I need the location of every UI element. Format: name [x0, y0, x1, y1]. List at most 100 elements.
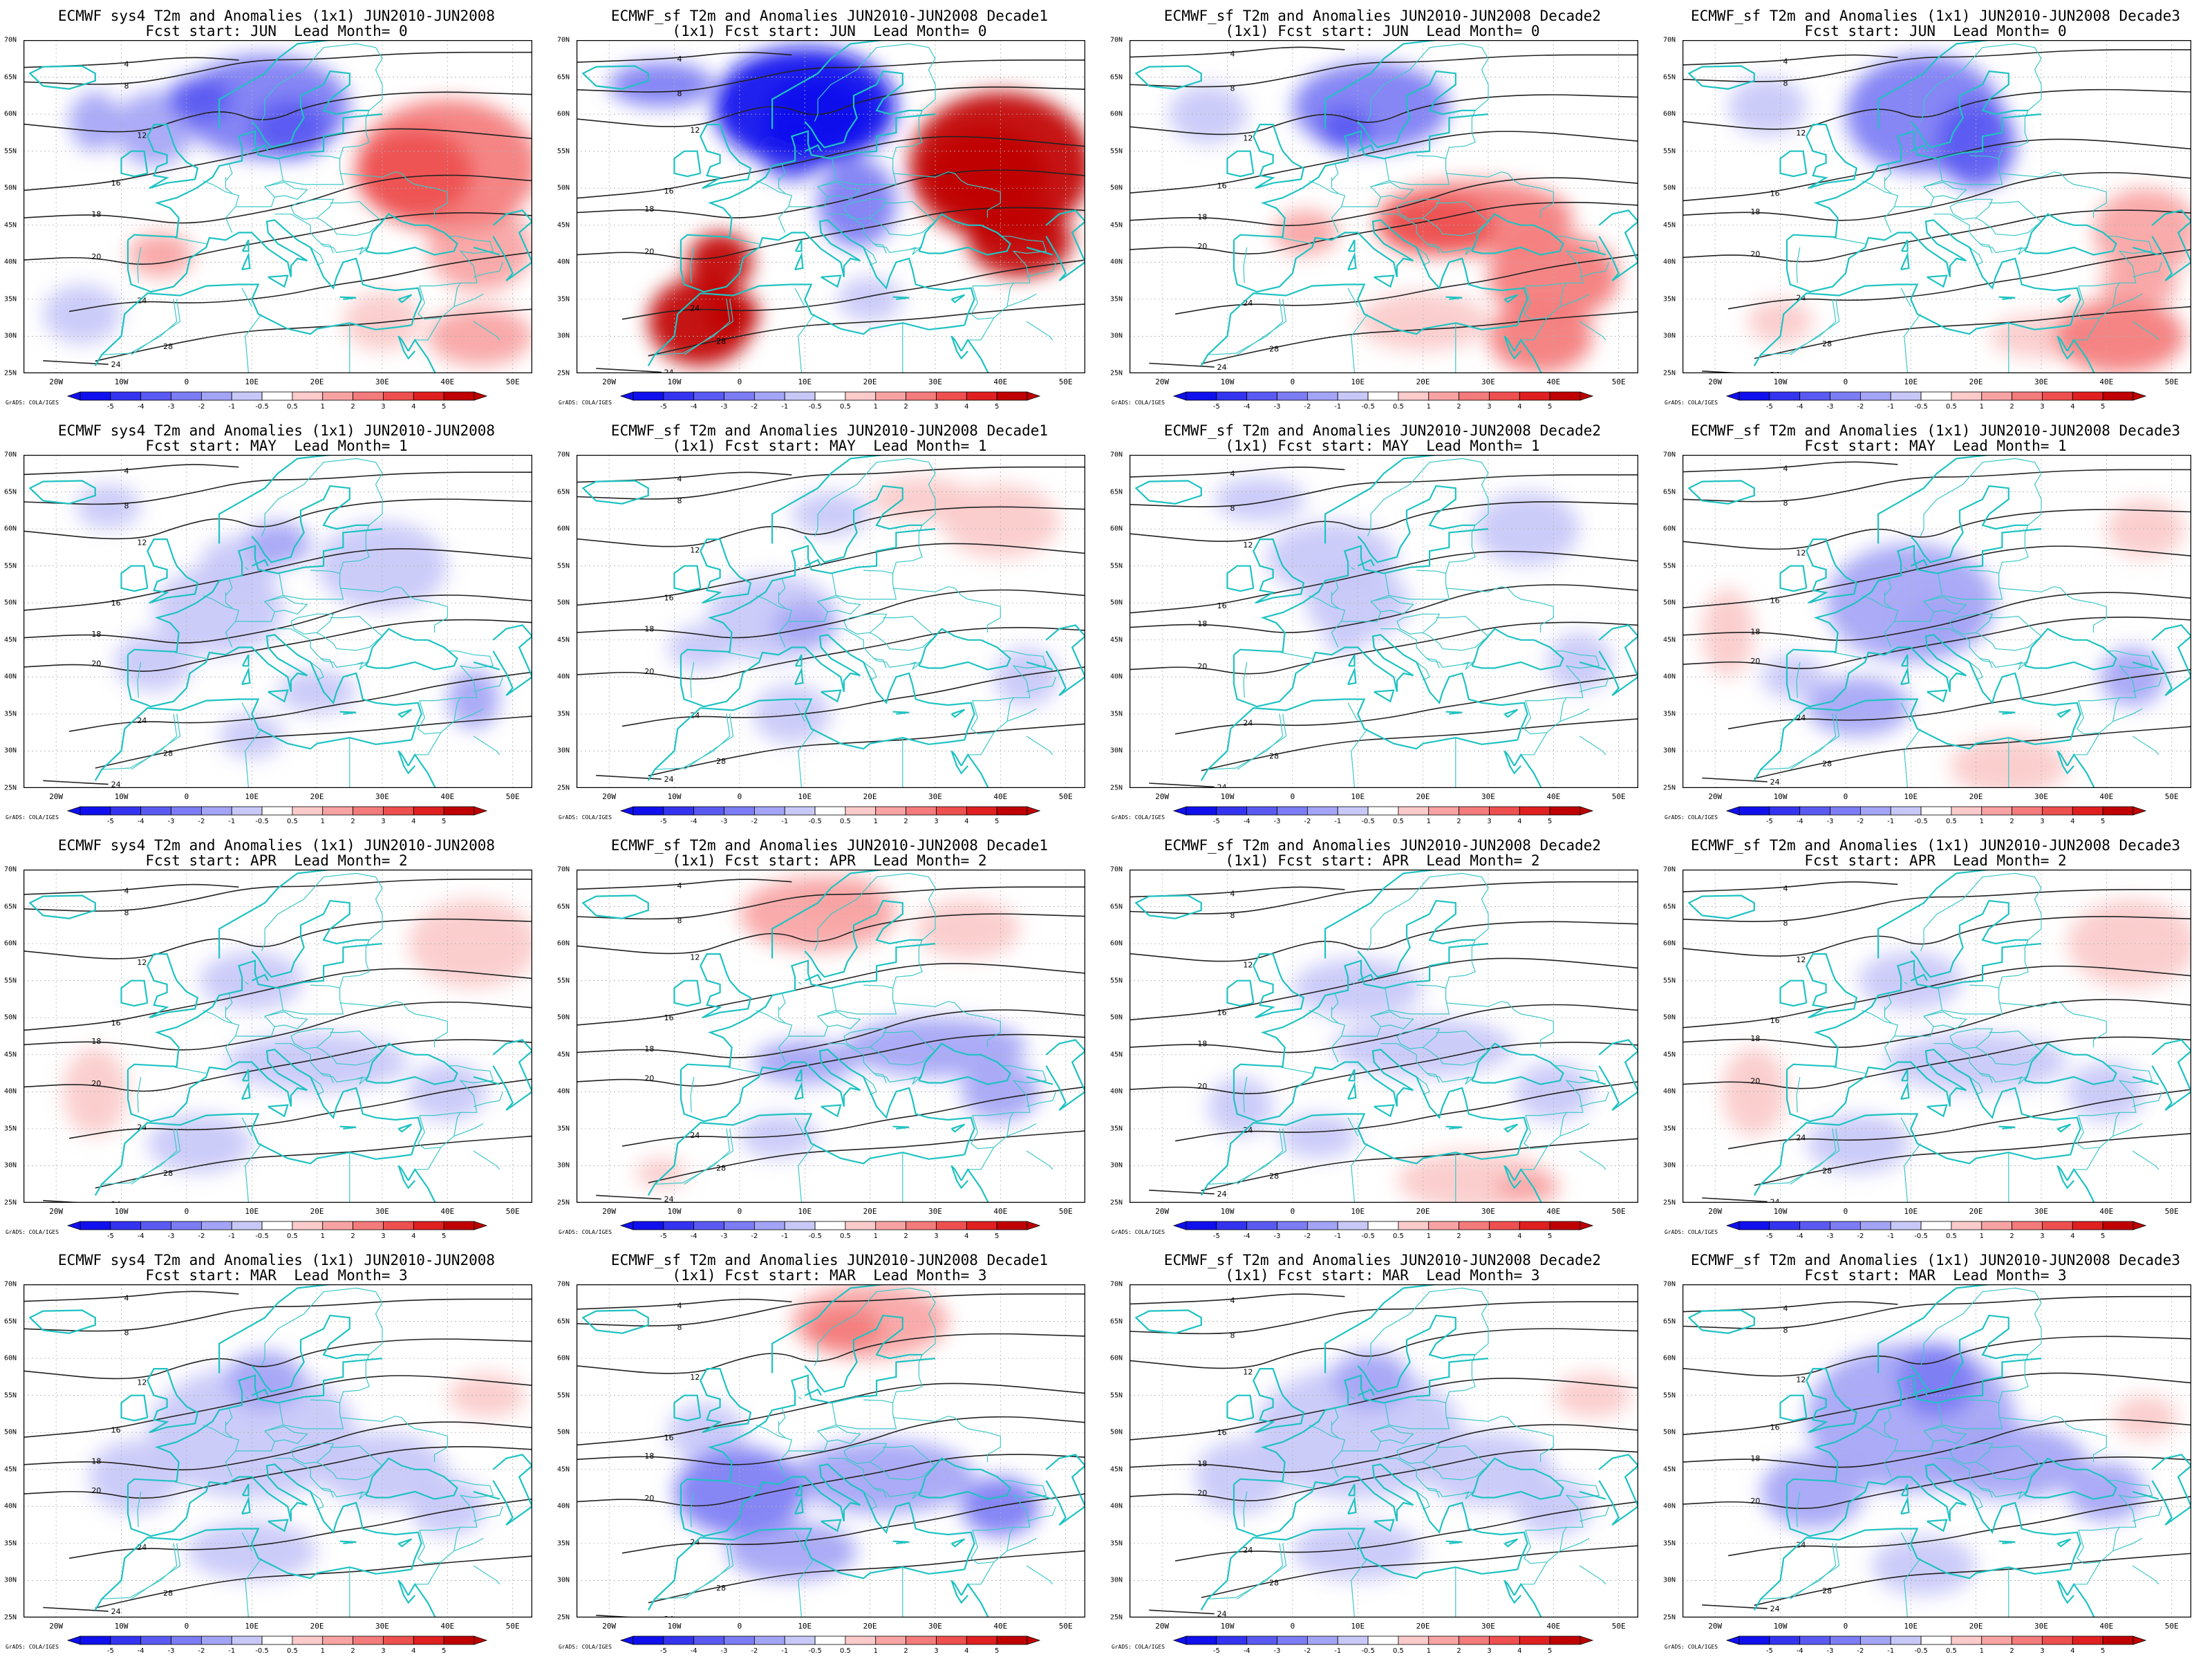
grads-credit: GrADS: COLA/IGES — [6, 400, 59, 406]
colorbar-tick-label: 0.5 — [1946, 1647, 1957, 1654]
temperature-contour — [577, 1382, 1085, 1446]
contour-label: 12 — [137, 1378, 147, 1387]
latitude-label: 30N — [557, 747, 570, 755]
border-line — [1351, 982, 1355, 985]
colorbar-swatch — [383, 391, 414, 401]
latitude-label: 45N — [4, 1465, 17, 1474]
colorbar-tick-label: -3 — [721, 1647, 728, 1654]
border-line — [1521, 1562, 1548, 1585]
latitude-label: 25N — [4, 1199, 17, 1207]
coastline — [473, 661, 500, 671]
contour-label: 4 — [1783, 1304, 1788, 1313]
border-line — [690, 247, 695, 283]
colorbar-swatch — [1185, 1221, 1217, 1230]
latitude-label: 35N — [557, 1539, 570, 1548]
colorbar-tick-label: -2 — [198, 403, 205, 410]
latitude-label: 65N — [1110, 903, 1123, 911]
contour-label: 28 — [1822, 339, 1832, 348]
contour-label: 28 — [1822, 1586, 1832, 1595]
border-line — [1521, 732, 1548, 756]
border-line — [225, 1006, 233, 1024]
border-line — [1351, 1557, 1368, 1618]
colorbar: -5 -4 -3 -2 -1 -0.5 0.5 1 2 3 4 5 — [1172, 1635, 1594, 1654]
coastline — [1233, 528, 1489, 656]
border-line — [778, 1407, 786, 1425]
colorbar-swatch — [200, 1221, 232, 1230]
border-line — [419, 1480, 494, 1531]
latitude-label: 35N — [557, 710, 570, 718]
contour-label: 4 — [1230, 469, 1235, 478]
panel-title: ECMWF_sf T2m and Anomalies JUN2010-JUN20… — [610, 837, 1049, 854]
coastline — [120, 150, 149, 178]
contour-label: 4 — [677, 1302, 682, 1311]
border-line — [1559, 708, 1590, 722]
colorbar-swatch — [1830, 806, 1861, 816]
coastline — [2132, 661, 2159, 671]
coastline — [397, 750, 416, 775]
temperature-contour — [1130, 474, 1638, 507]
panel-subtitle: Fcst start: APR Lead Month= 2 — [145, 852, 408, 869]
panel-subtitle: (1x1) Fcst start: APR Lead Month= 2 — [1225, 852, 1540, 869]
coastline — [339, 1125, 357, 1130]
coastline — [127, 1358, 383, 1485]
coastline — [1806, 123, 1858, 189]
coastline — [1806, 953, 1858, 1019]
colorbar-swatch — [996, 391, 1028, 401]
coastline — [1786, 943, 2042, 1071]
colorbar-arrow-low — [1725, 1635, 1740, 1645]
latitude-label: 35N — [1663, 1125, 1676, 1133]
coastline — [2151, 624, 2191, 696]
latitude-label: 65N — [4, 1318, 17, 1326]
panel-subtitle: Fcst start: APR Lead Month= 2 — [1804, 852, 2067, 869]
coastline — [242, 654, 250, 667]
latitude-label: 70N — [1663, 865, 1676, 874]
colorbar-tick-label: -0.5 — [1914, 1647, 1928, 1654]
longitude-label: 40E — [1546, 1622, 1561, 1631]
grads-credit: GrADS: COLA/IGES — [559, 400, 612, 406]
border-line — [1862, 180, 1899, 233]
temperature-contour — [1130, 886, 1345, 898]
colorbar-tick-label: -5 — [1213, 1647, 1220, 1654]
coastline — [679, 219, 975, 326]
coastline — [647, 1113, 965, 1196]
temperature-contour — [1754, 1133, 2191, 1186]
border-line — [1026, 1091, 1057, 1107]
border-line — [968, 317, 995, 341]
latitude-label: 70N — [557, 36, 570, 44]
contour-label: 16 — [664, 187, 674, 196]
contour-label: 20 — [1197, 1489, 1207, 1498]
contour-label: 4 — [1230, 1296, 1235, 1305]
temperature-contour — [24, 1291, 239, 1302]
colorbar: -5 -4 -3 -2 -1 -0.5 0.5 1 2 3 4 5 — [1725, 1221, 2147, 1239]
colorbar-swatch — [966, 391, 997, 401]
coastline — [804, 485, 923, 563]
latitude-label: 35N — [1663, 295, 1676, 303]
contour-label: 16 — [111, 599, 121, 608]
border-line — [1208, 1128, 1284, 1185]
grads-credit: GrADS: COLA/IGES — [559, 1644, 612, 1650]
border-line — [1347, 1117, 1358, 1136]
colorbar-swatch — [2102, 391, 2134, 401]
latitude-label: 25N — [1110, 1613, 1123, 1622]
border-line — [1524, 1526, 1567, 1564]
anomaly-region — [1871, 1536, 1976, 1595]
colorbar-tick-label: 0.5 — [1946, 1232, 1957, 1239]
coastline — [1445, 296, 1463, 300]
border-line — [1833, 1067, 1866, 1074]
colorbar-swatch — [171, 806, 202, 816]
temperature-contour — [577, 59, 1085, 93]
map-frame — [1130, 870, 1638, 1203]
colorbar-tick-label: -2 — [198, 1232, 205, 1239]
coastline — [268, 1104, 289, 1118]
longitude-label: 20E — [1969, 1207, 1983, 1216]
contour-label: 24 — [1770, 778, 1780, 787]
border-line — [1904, 152, 1908, 156]
colorbar-swatch — [1859, 806, 1891, 816]
contour-label: 16 — [664, 594, 674, 603]
contour-label: 16 — [1770, 1423, 1780, 1432]
map-frame — [1130, 455, 1638, 788]
border-line — [909, 246, 919, 256]
border-line — [264, 182, 308, 200]
coastline — [1347, 252, 1357, 271]
